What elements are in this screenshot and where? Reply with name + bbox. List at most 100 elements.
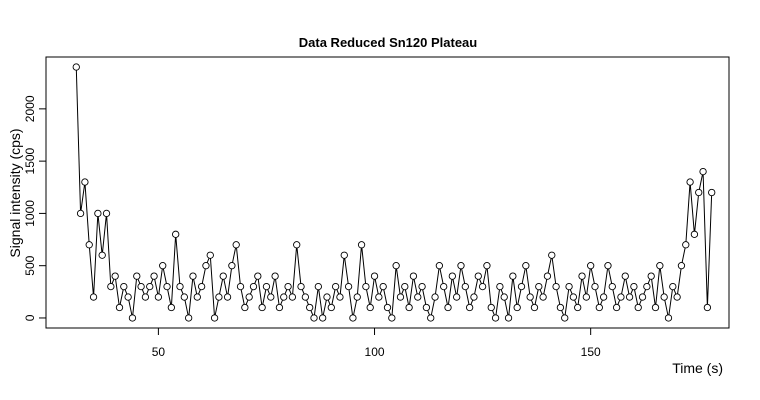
data-line — [75, 67, 713, 320]
data-point — [375, 293, 383, 301]
data-point — [258, 303, 266, 312]
y-tick-label: 1500 — [23, 147, 37, 174]
data-point — [310, 314, 318, 322]
data-point — [228, 262, 236, 270]
data-point — [565, 282, 573, 291]
data-point — [599, 293, 608, 301]
data-point — [107, 282, 115, 291]
data-point — [539, 293, 547, 301]
data-point — [215, 293, 223, 301]
data-point — [344, 282, 353, 291]
y-axis-label: Signal intensity (cps) — [7, 128, 23, 257]
data-point — [85, 241, 93, 249]
data-point — [232, 241, 240, 249]
data-point — [643, 282, 651, 291]
x-tick-label: 50 — [152, 345, 166, 359]
data-point — [664, 314, 673, 322]
data-point — [431, 293, 439, 301]
data-point — [254, 272, 262, 280]
data-point — [327, 303, 335, 312]
data-point — [574, 303, 582, 312]
data-point — [625, 293, 634, 301]
data-point — [465, 303, 474, 312]
data-point — [474, 272, 482, 280]
data-point — [453, 293, 461, 301]
data-point — [487, 303, 495, 312]
data-point — [98, 251, 106, 259]
data-point — [159, 262, 167, 270]
data-point — [185, 314, 193, 322]
data-point — [660, 293, 668, 301]
data-point — [146, 282, 154, 291]
data-point — [89, 293, 98, 301]
data-point — [440, 282, 448, 291]
data-point — [612, 303, 621, 312]
data-point — [167, 303, 176, 312]
data-point — [223, 293, 232, 301]
data-point — [491, 314, 500, 322]
data-point — [496, 282, 504, 291]
x-tick-label: 100 — [365, 345, 385, 359]
data-point — [591, 282, 599, 291]
data-point — [422, 303, 431, 312]
data-point — [267, 293, 275, 301]
data-point — [604, 262, 612, 270]
data-point — [535, 282, 543, 291]
data-point — [543, 272, 552, 280]
data-point — [578, 272, 586, 280]
data-point — [517, 282, 526, 291]
data-point — [314, 282, 322, 291]
y-tick-label: 500 — [23, 255, 37, 275]
data-point — [128, 314, 137, 322]
data-point — [241, 303, 249, 312]
data-point — [478, 282, 487, 291]
data-point — [522, 262, 530, 270]
data-point — [210, 314, 219, 322]
data-point — [388, 314, 396, 322]
data-point — [638, 293, 647, 301]
data-point — [141, 293, 150, 301]
data-point — [526, 293, 534, 301]
data-point — [163, 282, 171, 291]
data-point — [137, 282, 145, 291]
data-point — [189, 272, 197, 280]
data-point — [202, 262, 210, 270]
y-tick-label: 1000 — [23, 200, 37, 227]
data-point — [236, 282, 245, 291]
data-point — [582, 293, 590, 301]
plot-box — [45, 56, 730, 329]
data-point — [271, 272, 279, 280]
data-point — [595, 303, 603, 312]
data-point — [301, 293, 310, 301]
data-point — [180, 293, 188, 301]
y-tick-label: 2000 — [23, 95, 37, 122]
data-point — [362, 282, 370, 291]
data-point — [249, 282, 258, 291]
x-tick-label: 150 — [581, 345, 601, 359]
data-point — [219, 272, 227, 280]
data-point — [336, 293, 344, 301]
data-point — [288, 293, 297, 301]
data-point — [409, 272, 418, 280]
data-point — [262, 282, 271, 291]
data-point — [673, 293, 681, 301]
data-point — [76, 209, 85, 218]
data-point — [353, 293, 361, 301]
data-point — [154, 293, 163, 301]
data-point — [245, 293, 253, 301]
data-point — [396, 293, 405, 301]
data-point — [94, 209, 102, 218]
data-point — [405, 303, 413, 312]
data-point — [530, 303, 539, 312]
data-point — [392, 262, 400, 270]
data-point — [349, 314, 357, 322]
data-point — [677, 262, 686, 270]
data-point — [457, 262, 465, 270]
data-point — [124, 293, 132, 301]
data-point — [561, 314, 569, 322]
data-point — [682, 241, 690, 249]
data-point — [513, 303, 521, 312]
data-point — [621, 272, 629, 280]
data-point — [435, 262, 444, 270]
